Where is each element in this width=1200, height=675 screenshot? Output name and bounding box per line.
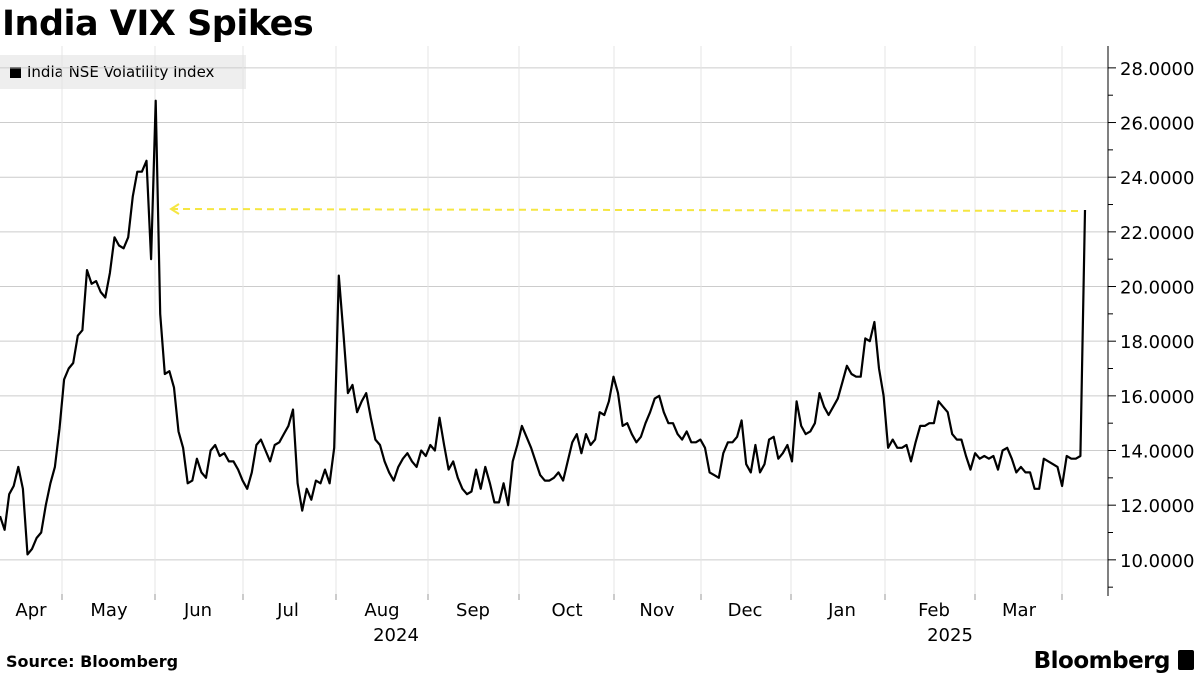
reference-line xyxy=(170,207,1084,212)
y-tick-label: 28.0000 xyxy=(1120,59,1194,80)
brand-logo: Bloomberg xyxy=(1033,648,1171,674)
source-note: Source: Bloomberg xyxy=(6,652,179,671)
x-year-label: 2025 xyxy=(927,625,973,646)
y-tick-label: 14.0000 xyxy=(1120,442,1194,463)
bloomberg-icon xyxy=(1178,650,1194,670)
chart-title: India VIX Spikes xyxy=(2,4,314,44)
x-axis-labels: Apr May Jun Jul Aug Sep Oct Nov Dec Jan Feb Mar 2024… xyxy=(15,600,1036,646)
x-tick-label: Mar xyxy=(1002,600,1037,621)
y-tick-label: 20.0000 xyxy=(1120,278,1194,299)
x-tick-label: Nov xyxy=(639,600,674,621)
x-tick-label: Jan xyxy=(827,600,856,621)
x-tick-label: Oct xyxy=(551,600,582,621)
y-tick-label: 18.0000 xyxy=(1120,332,1194,353)
x-tick-label: Dec xyxy=(728,600,763,621)
x-tick-label: Jul xyxy=(276,600,299,621)
reference-arrow xyxy=(169,203,180,215)
grid-lines xyxy=(0,67,1108,561)
y-tick-label: 26.0000 xyxy=(1120,114,1194,135)
series-line xyxy=(0,99,1087,556)
y-tick-label: 12.0000 xyxy=(1120,496,1194,517)
x-tick-label: Jun xyxy=(183,600,212,621)
x-tick-label: Apr xyxy=(15,600,47,621)
x-dividers xyxy=(61,46,1063,600)
y-axis: 10.0000 12.0000 14.0000 16.0000 18.0000 20.00… xyxy=(1107,46,1194,596)
x-tick-label: Sep xyxy=(456,600,490,621)
y-tick-label: 16.0000 xyxy=(1120,387,1194,408)
x-tick-label: May xyxy=(90,600,128,621)
x-tick-label: Feb xyxy=(918,600,950,621)
y-tick-label: 24.0000 xyxy=(1120,168,1194,189)
x-year-label: 2024 xyxy=(373,625,419,646)
x-tick-label: Aug xyxy=(364,600,399,621)
legend-swatch xyxy=(10,66,21,78)
chart-canvas: 10.0000 12.0000 14.0000 16.0000 18.0000 20.00… xyxy=(0,46,1194,646)
legend: India NSE Volatility Index xyxy=(0,55,246,89)
y-tick-label: 10.0000 xyxy=(1120,551,1194,572)
y-tick-label: 22.0000 xyxy=(1120,223,1194,244)
